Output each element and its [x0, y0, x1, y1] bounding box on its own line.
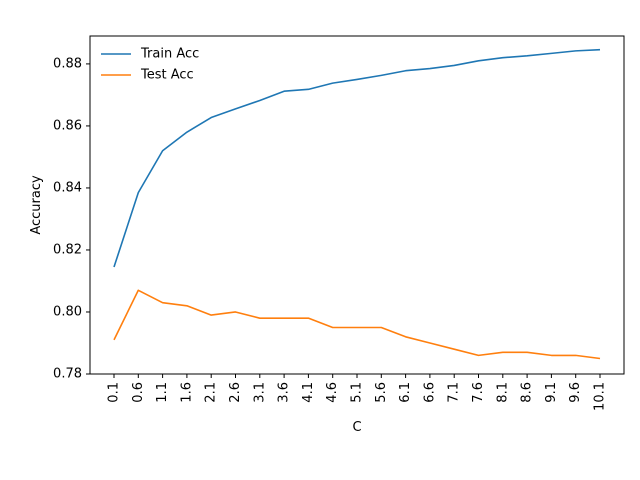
- x-tick-label: 7.6: [471, 382, 486, 403]
- x-tick-label: 0.6: [131, 382, 146, 403]
- y-tick-label: 0.86: [53, 118, 82, 133]
- x-axis: 0.1 0.6 1.1 1.6 2.1 2.6 3.1 3.6 4.1 4.6 5.1 5.6 6.1 6…: [107, 374, 608, 411]
- x-axis-label: C: [352, 420, 361, 435]
- x-tick-label: 7.1: [447, 382, 462, 403]
- legend-label-0: Train Acc: [140, 47, 199, 62]
- x-tick-label: 3.6: [277, 382, 292, 403]
- x-tick-label: 0.1: [107, 382, 122, 403]
- series-line-1: [113, 289, 601, 360]
- series-line-0: [113, 48, 601, 268]
- x-tick-label: 4.6: [325, 382, 340, 403]
- x-tick-label: 1.6: [179, 382, 194, 403]
- y-axis: 0.78 0.80 0.82 0.84 0.86 0.88: [53, 56, 90, 382]
- x-tick-label: 2.6: [228, 382, 243, 403]
- x-tick-label: 6.1: [398, 382, 413, 403]
- y-tick-label: 0.78: [53, 367, 82, 382]
- x-tick-label: 4.1: [301, 382, 316, 403]
- x-tick-label: 5.1: [350, 382, 365, 403]
- x-tick-label: 3.1: [252, 382, 267, 403]
- x-tick-label: 8.6: [520, 382, 535, 403]
- x-tick-label: 8.1: [495, 382, 510, 403]
- y-tick-label: 0.84: [53, 180, 82, 195]
- series-layer: [113, 48, 601, 360]
- legend-label-1: Test Acc: [140, 68, 194, 83]
- x-tick-label: 1.1: [155, 382, 170, 403]
- y-tick-label: 0.88: [53, 56, 82, 71]
- x-tick-label: 9.6: [568, 382, 583, 403]
- y-axis-label: Accuracy: [29, 175, 44, 235]
- x-tick-label: 6.6: [422, 382, 437, 403]
- y-tick-label: 0.80: [53, 304, 82, 319]
- x-tick-label: 10.1: [593, 382, 608, 411]
- legend: Train Acc Test Acc: [101, 47, 199, 83]
- y-tick-label: 0.82: [53, 242, 82, 257]
- x-tick-label: 2.1: [204, 382, 219, 403]
- x-tick-label: 5.6: [374, 382, 389, 403]
- x-tick-label: 9.1: [544, 382, 559, 403]
